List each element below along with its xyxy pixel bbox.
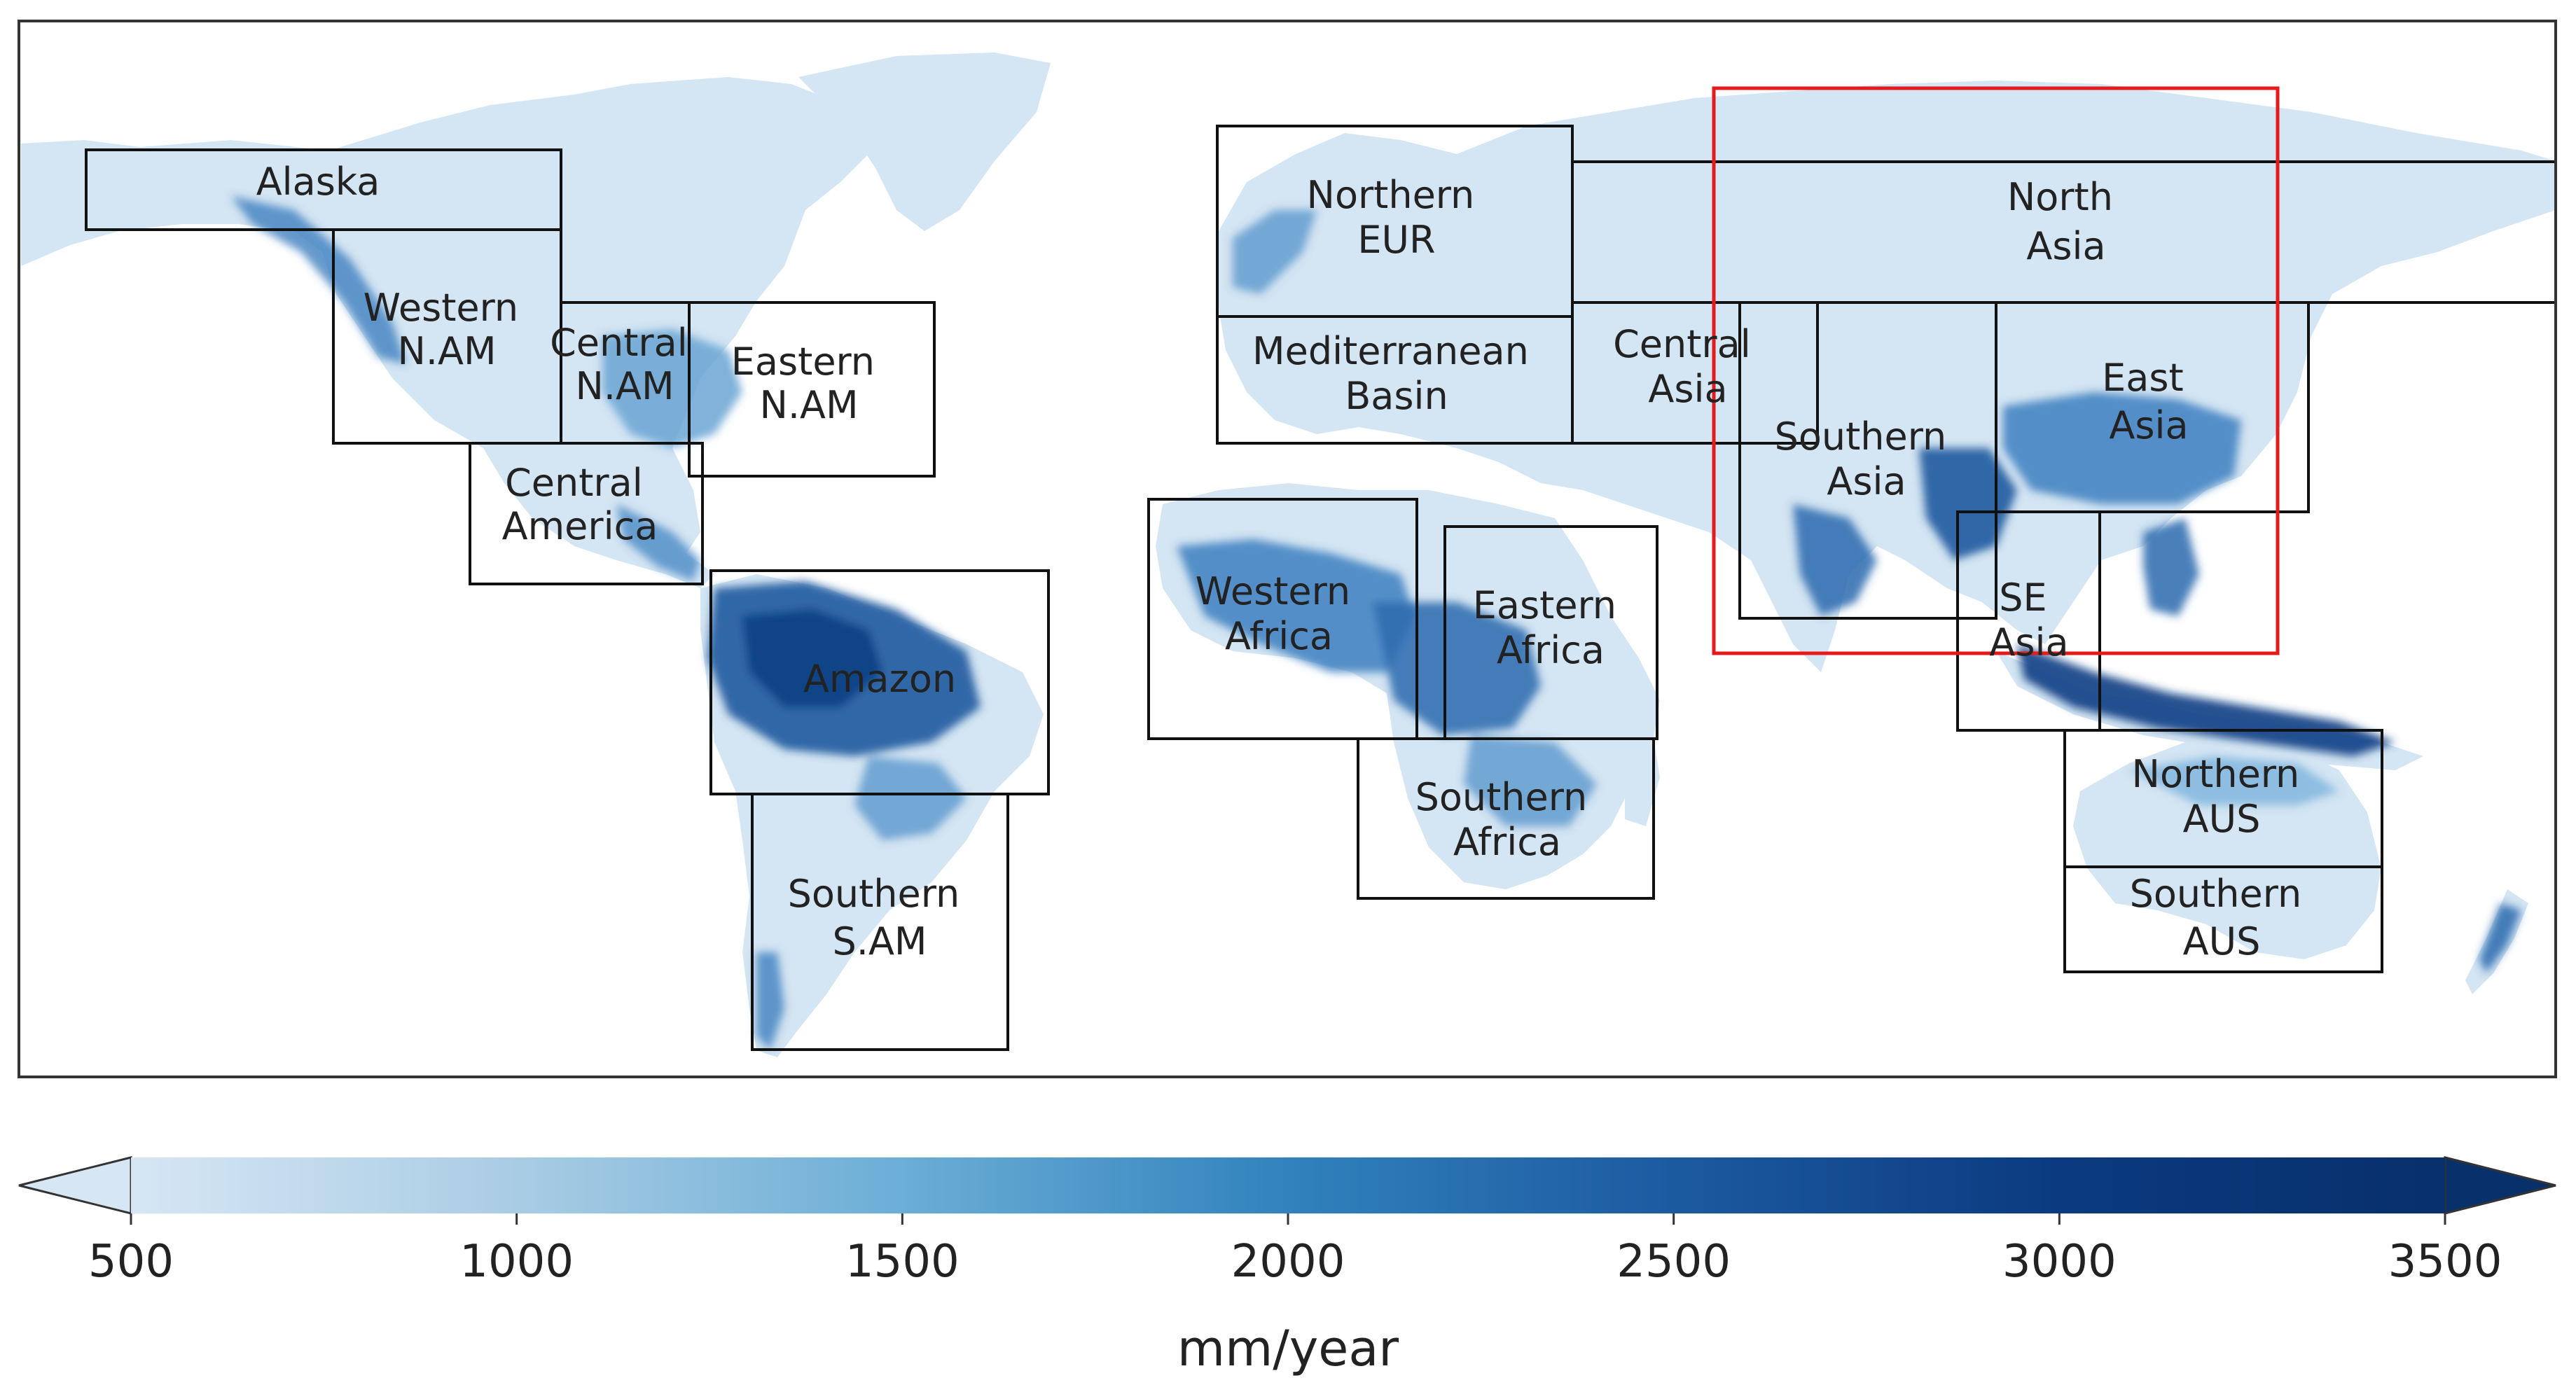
region-box-east-asia bbox=[1995, 301, 2310, 513]
wet-zone-nw-coast bbox=[231, 196, 406, 364]
region-box-central-america bbox=[469, 442, 704, 585]
region-label-eastern-n-am: Eastern N.AM bbox=[731, 340, 887, 427]
wet-zone-scandinavia bbox=[1233, 210, 1317, 294]
region-label-north-asia: North Asia bbox=[2007, 175, 2125, 268]
wet-zone-chile bbox=[756, 952, 784, 1050]
wet-zone-north-australia bbox=[2129, 756, 2339, 805]
region-label-se-asia: SE Asia bbox=[1989, 576, 2068, 664]
wet-zone-indonesia bbox=[2017, 644, 2395, 756]
wet-zone-philippines bbox=[2143, 518, 2199, 616]
region-label-central-n-am: Central N.AM bbox=[550, 321, 700, 408]
wet-zone-west-africa bbox=[1177, 539, 1415, 672]
region-box-southern-aus bbox=[2063, 865, 2383, 973]
wet-zone-southern-brazil bbox=[854, 756, 967, 840]
landmass-madagascar bbox=[1625, 735, 1660, 826]
region-box-eastern-n-am bbox=[688, 301, 936, 478]
region-label-mediterranean-basin: Mediterranean Basin bbox=[1252, 329, 1541, 418]
region-label-northern-eur: Northern EUR bbox=[1307, 173, 1487, 262]
region-label-northern-aus: Northern AUS bbox=[2132, 752, 2312, 841]
wet-zone-central-africa bbox=[1373, 602, 1541, 735]
landmass-greenland bbox=[798, 53, 1051, 231]
region-label-eastern-africa: Eastern Africa bbox=[1473, 583, 1628, 672]
region-label-southern-africa: Southern Africa bbox=[1415, 775, 1600, 864]
wet-zone-amazon-core bbox=[742, 609, 882, 707]
region-label-central-america: Central America bbox=[502, 461, 658, 548]
region-label-southern-asia: Southern Asia bbox=[1775, 415, 1959, 503]
map-frame-border bbox=[18, 20, 2557, 1078]
wet-zone-eastern-us bbox=[602, 329, 742, 448]
region-box-se-asia bbox=[1956, 510, 2101, 732]
region-label-amazon: Amazon bbox=[803, 657, 956, 701]
landmass-eurasia bbox=[1219, 81, 2556, 672]
region-box-central-asia bbox=[1571, 301, 1819, 445]
region-label-southern-s-am: Southern S.AM bbox=[788, 872, 972, 963]
region-label-central-asia: Central Asia bbox=[1613, 322, 1763, 411]
region-label-alaska: Alaska bbox=[256, 160, 380, 204]
region-label-southern-aus: Southern AUS bbox=[2130, 872, 2314, 963]
wet-zone-bangladesh bbox=[1919, 448, 2017, 560]
highlight-box bbox=[1712, 86, 2280, 655]
region-box-southern-africa bbox=[1357, 737, 1655, 900]
region-box-alaska bbox=[85, 148, 562, 231]
precip-overlays bbox=[231, 196, 2521, 1050]
region-boxes bbox=[85, 125, 2557, 1051]
landmass-japan bbox=[2234, 350, 2297, 448]
wet-zone-southeast-africa bbox=[1464, 735, 1597, 826]
wet-zone-new-zealand bbox=[2479, 903, 2521, 973]
region-label-east-asia: East Asia bbox=[2102, 356, 2196, 447]
region-labels: Alaska Western N.AM Central N.AM Eastern… bbox=[256, 160, 2314, 963]
region-label-western-n-am: Western N.AM bbox=[363, 286, 531, 373]
region-label-western-africa: Western Africa bbox=[1196, 569, 1363, 658]
wet-zone-india bbox=[1793, 504, 1877, 616]
region-box-western-africa bbox=[1147, 498, 1418, 740]
wet-zone-central-america bbox=[616, 504, 700, 581]
landmass-north-america bbox=[21, 77, 875, 588]
region-box-southern-s-am bbox=[751, 793, 1009, 1051]
wet-zone-east-asia bbox=[2003, 392, 2241, 504]
